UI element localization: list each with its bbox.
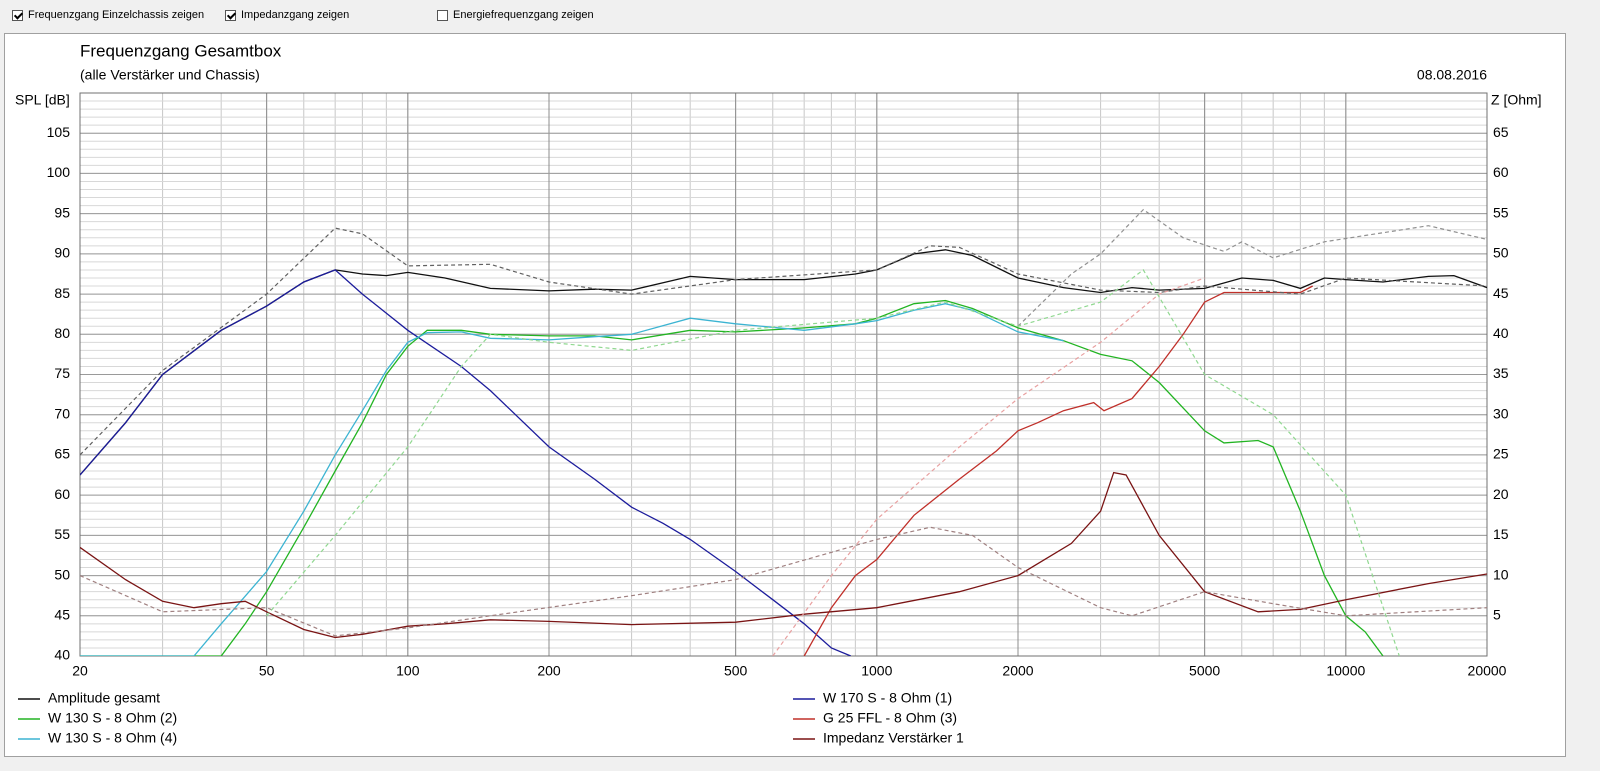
checkbox-label[interactable]: Impedanzgang zeigen — [241, 9, 350, 21]
y-tick-label: 55 — [54, 526, 70, 542]
curve — [80, 249, 1487, 476]
y-tick-label: 50 — [54, 566, 70, 582]
legend-label: Amplitude gesamt — [48, 690, 160, 706]
plot-lines — [80, 208, 1487, 656]
legend-label: W 170 S - 8 Ohm (1) — [823, 690, 952, 706]
y2-axis-label: Z [Ohm] — [1491, 92, 1542, 108]
y2-tick-label: 10 — [1493, 566, 1509, 582]
dashed-curve — [266, 269, 1400, 656]
checkbox-box[interactable] — [12, 9, 23, 21]
y-tick-label: 85 — [54, 285, 70, 301]
y-tick-label: 65 — [54, 446, 70, 462]
y-tick-label: 70 — [54, 405, 70, 421]
checkbox[interactable]: Energiefrequenzgang zeigen — [437, 9, 594, 21]
y-tick-label: 80 — [54, 325, 70, 341]
chart-subtitle: (alle Verstärker und Chassis) — [80, 67, 260, 83]
curve — [803, 285, 1314, 656]
y-tick-label: 95 — [54, 204, 70, 220]
y2-tick-label: 50 — [1493, 245, 1509, 261]
y-tick-label: 75 — [54, 365, 70, 381]
checkbox-label[interactable]: Frequenzgang Einzelchassis zeigen — [28, 9, 205, 21]
dashed-curve — [1017, 208, 1487, 327]
chart-date: 08.08.2016 — [1417, 67, 1487, 83]
curve — [80, 269, 852, 656]
y2-tick-label: 45 — [1493, 285, 1509, 301]
checkbox-box[interactable] — [437, 9, 448, 21]
checkbox-label[interactable]: Energiefrequenzgang zeigen — [453, 9, 594, 21]
y2-tick-label: 35 — [1493, 365, 1509, 381]
y-tick-label: 40 — [54, 647, 70, 663]
y2-tick-label: 15 — [1493, 526, 1509, 542]
y2-tick-label: 30 — [1493, 405, 1509, 421]
y2-tick-label: 60 — [1493, 164, 1509, 180]
x-tick-label: 1000 — [861, 663, 892, 679]
y2-tick-label: 55 — [1493, 204, 1509, 220]
curve — [80, 471, 1487, 639]
legend-label: W 130 S - 8 Ohm (2) — [48, 710, 177, 726]
y-tick-label: 100 — [47, 164, 71, 180]
y2-tick-label: 40 — [1493, 325, 1509, 341]
chart-panel — [4, 33, 1566, 757]
dashed-curve — [772, 277, 1205, 656]
x-tick-label: 10000 — [1326, 663, 1365, 679]
y-tick-label: 60 — [54, 486, 70, 502]
legend-label: G 25 FFL - 8 Ohm (3) — [823, 710, 957, 726]
chart-title: Frequenzgang Gesamtbox — [80, 41, 282, 60]
dashed-curve — [80, 227, 1487, 456]
curve — [80, 299, 1384, 656]
y-tick-label: 105 — [47, 124, 71, 140]
x-tick-label: 20000 — [1468, 663, 1507, 679]
curve — [80, 303, 1064, 656]
x-tick-label: 200 — [537, 663, 561, 679]
y-tick-label: 45 — [54, 606, 70, 622]
y2-tick-label: 25 — [1493, 446, 1509, 462]
checkbox[interactable]: Frequenzgang Einzelchassis zeigen — [12, 9, 204, 21]
y2-tick-label: 20 — [1493, 486, 1509, 502]
y2-tick-label: 5 — [1493, 606, 1501, 622]
x-tick-label: 100 — [396, 663, 420, 679]
x-tick-label: 2000 — [1002, 663, 1033, 679]
y-tick-label: 90 — [54, 245, 70, 261]
labels: Frequenzgang Gesamtbox (alle Verstärker … — [15, 41, 1542, 745]
x-tick-label: 20 — [72, 663, 88, 679]
checkbox-box[interactable] — [225, 9, 236, 21]
grid — [79, 92, 1488, 657]
legend-label: W 130 S - 8 Ohm (4) — [48, 730, 177, 746]
toolbar: Frequenzgang Einzelchassis zeigen Impeda… — [0, 0, 1600, 32]
x-tick-label: 50 — [259, 663, 275, 679]
checkbox[interactable]: Impedanzgang zeigen — [225, 9, 349, 21]
legend-label: Impedanz Verstärker 1 — [823, 730, 964, 746]
x-tick-label: 500 — [724, 663, 748, 679]
plot-frame — [79, 92, 1488, 657]
x-tick-label: 5000 — [1189, 663, 1220, 679]
y-axis-label: SPL [dB] — [15, 92, 70, 108]
y2-tick-label: 65 — [1493, 124, 1509, 140]
dashed-curve — [80, 526, 1487, 637]
